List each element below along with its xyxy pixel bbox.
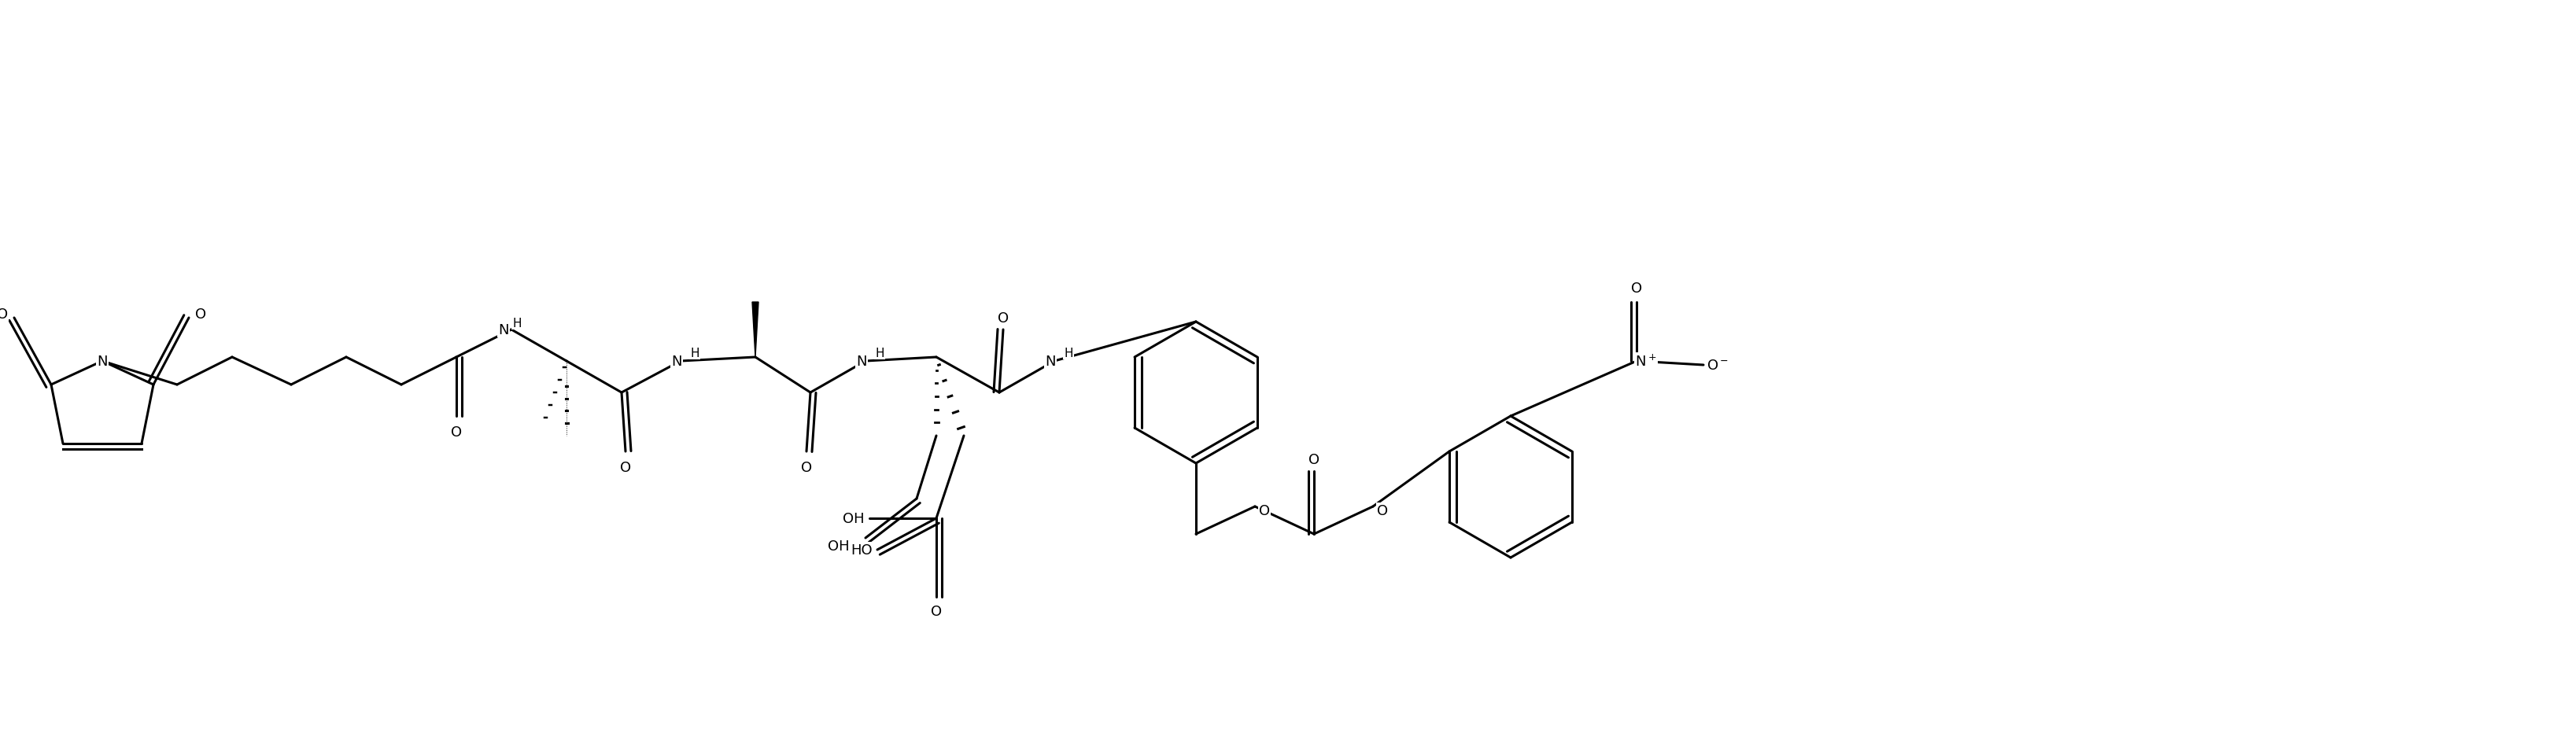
Polygon shape [752,303,757,357]
Text: O: O [621,460,631,475]
Text: N: N [98,354,108,368]
Text: OH: OH [842,512,866,526]
Text: O: O [1376,504,1388,518]
Text: O$^-$: O$^-$ [1705,358,1728,373]
Text: O: O [1309,453,1319,467]
Text: O: O [0,307,8,321]
Text: N: N [1046,354,1056,368]
Text: H: H [690,348,698,359]
Text: O: O [1260,504,1270,518]
Text: O: O [997,311,1010,325]
Text: H: H [1064,348,1074,359]
Text: O: O [196,307,206,321]
Text: N: N [497,323,510,337]
Text: N: N [672,354,683,368]
Text: N: N [855,354,868,368]
Text: O: O [451,425,461,439]
Text: HO: HO [850,543,873,557]
Text: H: H [876,348,884,359]
Text: H: H [513,318,520,330]
Text: OH: OH [827,539,850,553]
Text: N$^+$: N$^+$ [1636,354,1656,369]
Text: O: O [1631,281,1641,295]
Text: O: O [930,604,943,618]
Text: O: O [801,460,811,475]
